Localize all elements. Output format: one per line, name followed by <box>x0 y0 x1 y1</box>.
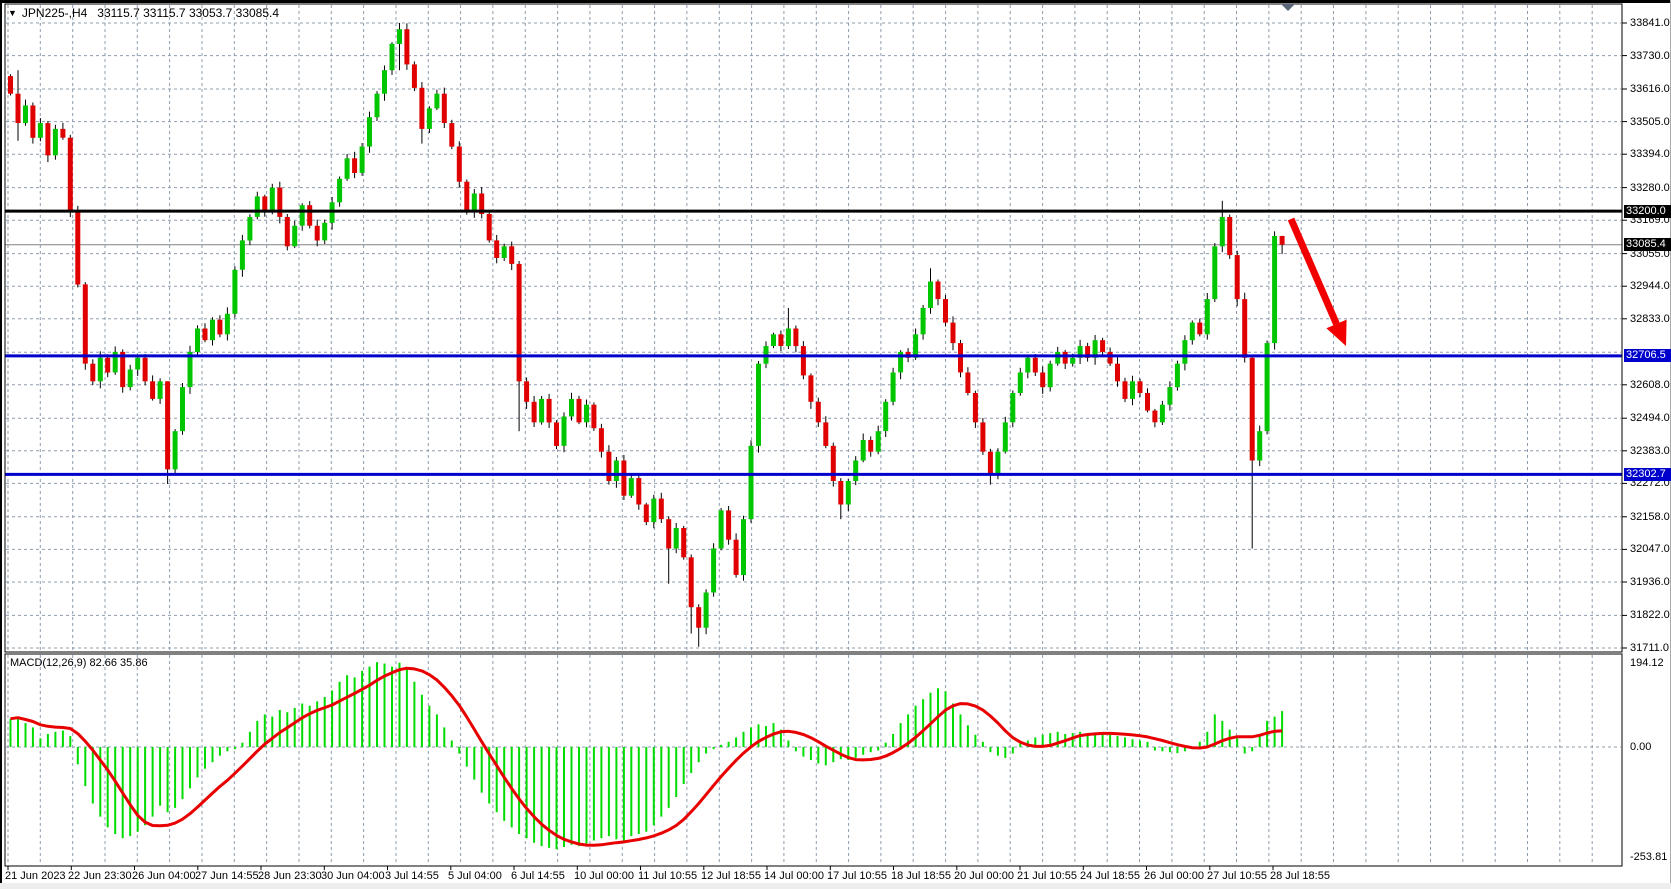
time-axis-label: 14 Jul 00:00 <box>764 870 824 882</box>
symbol-dropdown-icon[interactable]: ▼ <box>8 8 17 18</box>
time-axis-label: 21 Jul 10:55 <box>1017 870 1077 882</box>
price-axis-label: 33841.0 <box>1630 17 1670 29</box>
price-tag-32302.7: 32302.7 <box>1624 468 1671 481</box>
macd-indicator-label: MACD(12,26,9) 82.66 35.86 <box>10 657 148 669</box>
status-strip <box>0 883 1671 889</box>
time-axis-label: 6 Jul 14:55 <box>511 870 565 882</box>
horizontal-gridlines <box>6 22 1621 748</box>
time-axis-label: 26 Jul 00:00 <box>1144 870 1204 882</box>
time-axis-ticks <box>7 866 1274 870</box>
window-border-left <box>0 0 2 883</box>
time-axis-label: 21 Jun 2023 <box>5 870 66 882</box>
vertical-gridlines <box>7 5 1593 865</box>
price-axis-label: 33730.0 <box>1630 50 1670 62</box>
time-axis-label: 18 Jul 18:55 <box>891 870 951 882</box>
time-axis-label: 27 Jul 10:55 <box>1207 870 1267 882</box>
chart-shift-marker[interactable] <box>1281 4 1295 11</box>
price-axis-label: 32158.0 <box>1630 511 1670 523</box>
price-axis-label: 32047.0 <box>1630 543 1670 555</box>
price-axis-label: 33055.0 <box>1630 248 1670 260</box>
candles-layer[interactable] <box>8 23 1285 647</box>
price-axis-label: 31936.0 <box>1630 576 1670 588</box>
price-axis-label: 32944.0 <box>1630 280 1670 292</box>
time-axis-label: 26 Jun 04:00 <box>132 870 196 882</box>
price-axis-label: 33616.0 <box>1630 83 1670 95</box>
symbol-period-label: JPN225-,H4 <box>21 6 88 20</box>
time-axis-label: 10 Jul 00:00 <box>574 870 634 882</box>
price-axis-label: 33394.0 <box>1630 148 1670 160</box>
price-tag-33085.4: 33085.4 <box>1624 238 1671 251</box>
macd-histogram[interactable] <box>9 662 1284 850</box>
title-ohlc-values: 33115.7 33115.7 33053.7 33085.4 <box>97 6 280 20</box>
time-axis-label: 28 Jun 23:30 <box>258 870 322 882</box>
time-axis-label: 30 Jun 04:00 <box>321 870 385 882</box>
main-plot-border <box>4 3 1623 653</box>
time-axis-label: 27 Jun 14:55 <box>195 870 259 882</box>
time-axis-label: 12 Jul 18:55 <box>701 870 761 882</box>
price-axis-label: 32383.0 <box>1630 445 1670 457</box>
price-axis-ticks <box>1622 22 1627 649</box>
chart-title: ▼ JPN225-,H4 33115.7 33115.7 33053.7 33085… <box>8 6 279 20</box>
time-axis-label: 11 Jul 10:55 <box>638 870 698 882</box>
price-axis-label: 31711.0 <box>1630 642 1669 654</box>
macd-signal-line[interactable] <box>10 666 1283 847</box>
price-axis-label: 32608.0 <box>1630 379 1670 391</box>
trend-arrow[interactable] <box>1287 217 1347 346</box>
time-axis-label: 17 Jul 10:55 <box>827 870 887 882</box>
price-tag-32706.5: 32706.5 <box>1624 349 1671 362</box>
window-border-top <box>0 0 1671 3</box>
macd-plot-border <box>4 653 1623 867</box>
price-axis-label: 32833.0 <box>1630 313 1670 325</box>
macd-axis-label: 0.00 <box>1630 741 1652 753</box>
time-axis-label: 24 Jul 18:55 <box>1080 870 1140 882</box>
price-tag-33200.0: 33200.0 <box>1624 205 1671 218</box>
time-axis-label: 28 Jul 18:55 <box>1270 870 1330 882</box>
time-axis-label: 22 Jun 23:30 <box>68 870 132 882</box>
price-axis-label: 31822.0 <box>1630 609 1670 621</box>
price-axis-label: 32494.0 <box>1630 412 1670 424</box>
time-axis-label: 20 Jul 00:00 <box>954 870 1014 882</box>
price-axis-label: 33280.0 <box>1630 182 1670 194</box>
macd-axis-label: -253.81 <box>1630 851 1668 863</box>
time-axis-label: 5 Jul 04:00 <box>448 870 502 882</box>
time-axis-label: 3 Jul 14:55 <box>385 870 439 882</box>
price-axis-label: 33505.0 <box>1630 116 1670 128</box>
macd-axis-label: 194.12 <box>1630 657 1664 669</box>
